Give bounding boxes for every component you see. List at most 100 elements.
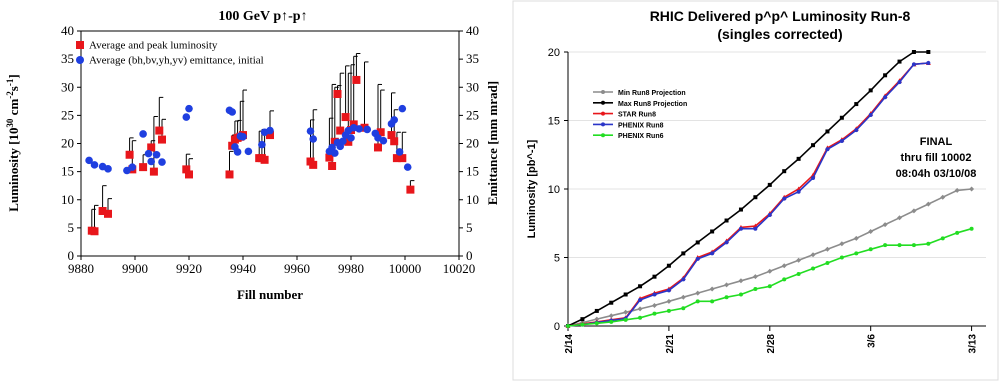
series-point: [868, 113, 873, 118]
luminosity-point: [406, 185, 415, 194]
series-point: [911, 62, 916, 67]
left-emittance-points: [85, 104, 412, 175]
series-point: [811, 266, 816, 271]
annotation-line-3: 08:04h 03/10/08: [896, 168, 977, 180]
luminosity-point: [225, 170, 234, 179]
series-point: [868, 88, 873, 93]
luminosity-point: [147, 143, 156, 152]
emittance-point: [244, 147, 253, 156]
emittance-point: [158, 158, 166, 166]
series-point: [609, 319, 614, 324]
series-point: [580, 322, 585, 327]
x-tick-label: 9980: [338, 261, 364, 276]
emittance-point: [185, 104, 193, 113]
series-point: [955, 230, 960, 235]
series-point: [767, 182, 772, 187]
emittance-point: [390, 116, 399, 124]
series-point: [695, 240, 700, 245]
series-point: [854, 102, 859, 107]
x-tick-label: 9920: [176, 261, 202, 276]
series-point: [681, 306, 686, 311]
emittance-point: [395, 148, 404, 156]
series-point: [666, 288, 671, 293]
emittance-point: [355, 125, 363, 133]
series-point: [796, 189, 801, 194]
luminosity-point: [325, 153, 334, 162]
annotation-line-1: FINAL: [920, 136, 953, 148]
y-tick-label: 0: [554, 321, 560, 333]
emittance-point: [379, 136, 388, 145]
luminosity-point: [392, 154, 401, 163]
series-point: [883, 95, 888, 100]
luminosity-point: [328, 162, 337, 170]
series-point: [738, 278, 744, 284]
x-tick-label: 9880: [68, 261, 94, 276]
series-point: [724, 240, 729, 245]
emittance-point: [266, 126, 274, 135]
left-legend: Average and peak luminosity Average (bh,…: [76, 40, 264, 67]
series-point: [925, 201, 931, 207]
luminosity-point: [149, 167, 158, 176]
series-point: [839, 255, 844, 260]
series-point: [695, 299, 700, 304]
y2-tick-label: 0: [466, 248, 473, 263]
series-point: [926, 241, 931, 246]
series-line: [567, 51, 929, 327]
series-point: [767, 213, 772, 218]
y2-tick-label: 20: [466, 136, 479, 151]
legend-label-emittance: Average (bh,bv,yh,yv) emittance, initial: [89, 55, 264, 67]
series-point: [824, 246, 830, 252]
series-point: [796, 271, 801, 276]
series-point: [652, 292, 657, 297]
luminosity-point: [104, 209, 112, 218]
series-point: [666, 308, 671, 313]
right-x-ticks: 2/14 2/21 2/28 3/6 3/13: [564, 326, 979, 353]
legend-label: PHENIX Run8: [618, 122, 664, 129]
series-point: [767, 284, 772, 289]
series-point: [594, 308, 599, 313]
emittance-point: [228, 108, 236, 116]
series-point: [911, 50, 916, 54]
y-tick-label: 10: [61, 192, 74, 207]
series-point: [825, 260, 830, 265]
emittance-point: [152, 150, 161, 159]
emittance-point: [347, 134, 355, 142]
left-chart-svg: 100 GeV p↑-p↑ 0 5 10 15 20 25 30 35 40 0 5 10 15 20 2…: [5, 9, 500, 302]
y-tick-label: 35: [61, 51, 74, 66]
x-tick-label: 10020: [443, 261, 476, 276]
series-point: [666, 263, 671, 268]
series-point: [594, 321, 599, 326]
series-point: [666, 298, 672, 304]
luminosity-point: [185, 170, 193, 179]
y-tick-label: 5: [554, 253, 560, 265]
emittance-point: [328, 143, 336, 152]
series-point: [580, 317, 585, 322]
y2-tick-label: 15: [466, 164, 479, 179]
series-point: [709, 286, 715, 292]
series-point: [839, 241, 845, 247]
y-label-part: cm: [6, 99, 21, 119]
right-legend: Min Run8 Projection Max Run8 Projection ST…: [593, 90, 687, 140]
x-tick-label: 3/13: [968, 334, 979, 354]
right-series: [565, 50, 975, 329]
emittance-point: [182, 113, 191, 121]
series-point: [623, 317, 628, 322]
luminosity-point: [352, 75, 361, 84]
series-point: [738, 207, 743, 212]
legend-marker: [601, 111, 605, 116]
series-point: [681, 251, 686, 256]
emittance-point: [363, 125, 372, 134]
series-point: [724, 295, 729, 300]
series-point: [724, 218, 729, 223]
series-point: [710, 299, 715, 304]
series-point: [738, 292, 743, 297]
x-tick-label: 10000: [389, 261, 422, 276]
series-point: [969, 186, 975, 192]
emittance-point: [306, 127, 315, 135]
series-point: [883, 73, 888, 78]
series-point: [897, 243, 902, 248]
luminosity-point: [98, 207, 107, 215]
series-point: [652, 274, 657, 279]
emittance-point: [398, 104, 407, 113]
